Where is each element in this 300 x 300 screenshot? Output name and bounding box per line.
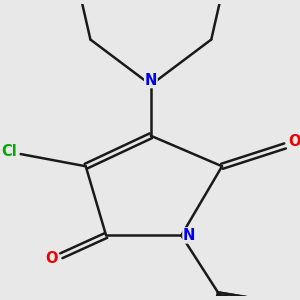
Text: N: N bbox=[145, 73, 157, 88]
Text: O: O bbox=[45, 251, 58, 266]
Text: Cl: Cl bbox=[1, 144, 17, 159]
Text: O: O bbox=[289, 134, 300, 148]
Text: N: N bbox=[183, 228, 195, 243]
